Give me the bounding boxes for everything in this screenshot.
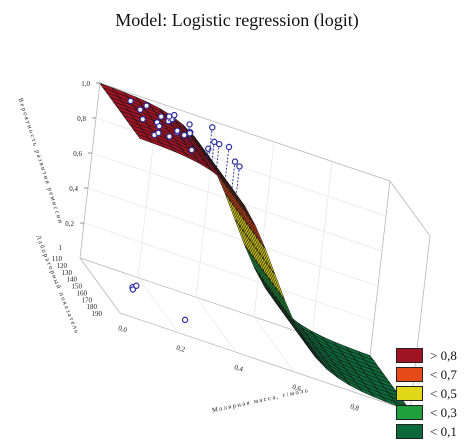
grid-line (83, 222, 375, 322)
legend-swatch (396, 405, 423, 420)
point-drop-line (224, 146, 230, 180)
axis-ticks: 0,20,40,60,81,01101201301401501601701801… (52, 80, 419, 432)
x-tick-label: 0,2 (175, 344, 186, 354)
data-point (211, 138, 218, 146)
data-point (133, 282, 140, 289)
x-tick-label: 0,8 (349, 402, 360, 412)
y-tick-label: 0,4 (69, 185, 78, 193)
data-point (157, 113, 165, 120)
data-points (127, 97, 243, 324)
grid-line (87, 187, 379, 287)
data-point (209, 124, 216, 131)
data-point (165, 113, 173, 120)
grid-line (137, 277, 179, 333)
legend-item: < 0,7 (396, 365, 470, 384)
y-tick-label: 0,6 (73, 150, 82, 158)
legend-item: < 0,1 (396, 422, 470, 441)
box-edge (119, 312, 411, 412)
x-axis-label: Молярная масса, г/моль (211, 387, 309, 414)
legend-label: < 0,5 (430, 385, 457, 401)
legend-swatch (396, 386, 423, 401)
legend-label: < 0,7 (430, 366, 457, 382)
surface-mesh (99, 82, 411, 412)
legend-label: < 0,3 (430, 404, 457, 420)
data-point (155, 123, 163, 130)
z-tick-label: 160 (77, 289, 88, 297)
data-point (155, 129, 162, 137)
z-tick-label: 150 (72, 283, 83, 291)
y-tick-label: 0,8 (77, 115, 86, 123)
data-point (188, 146, 195, 154)
legend-item: > 0,8 (396, 346, 470, 365)
legend-swatch (396, 367, 423, 382)
legend-label: < 0,1 (430, 423, 457, 439)
point-drop-line (216, 144, 220, 168)
z-tick-label: 180 (87, 303, 98, 311)
grid-line (253, 316, 295, 372)
box-edge (79, 82, 101, 259)
data-point (231, 158, 239, 165)
box-edge (389, 180, 431, 237)
data-point (127, 97, 134, 105)
chart-title: Model: Logistic regression (logit) (115, 10, 359, 30)
legend-item: < 0,5 (396, 384, 470, 403)
legend: > 0,8 < 0,7 < 0,5 < 0,3 < 0,1 (396, 346, 470, 441)
data-point (186, 130, 193, 137)
point-drop-line (208, 127, 213, 157)
y-axis-label: Вероятность развития ремиссии (17, 97, 65, 225)
grid-line (253, 141, 275, 317)
data-point (216, 140, 223, 148)
data-point (174, 127, 181, 134)
legend-label: > 0,8 (430, 347, 457, 363)
data-point (186, 121, 193, 128)
box-edge (79, 257, 121, 314)
point-drop-line (231, 161, 236, 189)
data-point (236, 163, 243, 170)
z-top-label: 1 (59, 244, 63, 252)
data-point (171, 111, 178, 119)
grid-line (311, 161, 333, 337)
grid-line (195, 297, 237, 353)
data-point (166, 133, 173, 140)
z-tick-label: 190 (92, 310, 103, 318)
grid-line (195, 122, 217, 298)
z-tick-label: 130 (62, 269, 73, 277)
point-drop-line (235, 166, 240, 195)
legend-swatch (396, 348, 423, 363)
legend-item: < 0,3 (396, 403, 470, 422)
data-point (225, 143, 233, 151)
z-tick-label: 140 (67, 276, 78, 284)
z-tick-label: 110 (52, 255, 63, 263)
box-edge (99, 82, 391, 182)
x-tick-label: 0,4 (233, 363, 244, 373)
data-point (137, 106, 144, 113)
z-tick-label: 120 (57, 262, 68, 270)
y-tick-label: 1,0 (81, 80, 90, 88)
legend-swatch (396, 424, 423, 439)
x-tick-label: 0,6 (291, 383, 302, 393)
z-tick-label: 170 (82, 296, 93, 304)
x-tick-label: 0,0 (117, 324, 128, 334)
y-tick-label: 0,2 (65, 220, 74, 228)
data-point (139, 115, 146, 123)
box-edge (369, 180, 391, 357)
data-point (143, 102, 150, 109)
data-point (181, 131, 188, 139)
data-point (181, 316, 189, 324)
data-point (129, 286, 137, 293)
